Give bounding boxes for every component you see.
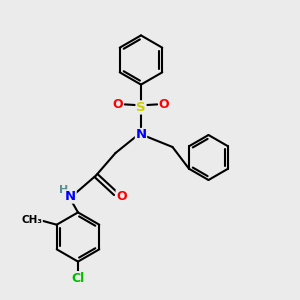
Text: N: N xyxy=(65,190,76,203)
Text: S: S xyxy=(136,101,146,114)
Text: Cl: Cl xyxy=(71,272,85,285)
Text: N: N xyxy=(135,128,147,142)
Text: H: H xyxy=(59,185,68,195)
Text: CH₃: CH₃ xyxy=(21,215,42,225)
Text: O: O xyxy=(116,190,127,203)
Text: O: O xyxy=(159,98,170,111)
Text: O: O xyxy=(112,98,123,111)
